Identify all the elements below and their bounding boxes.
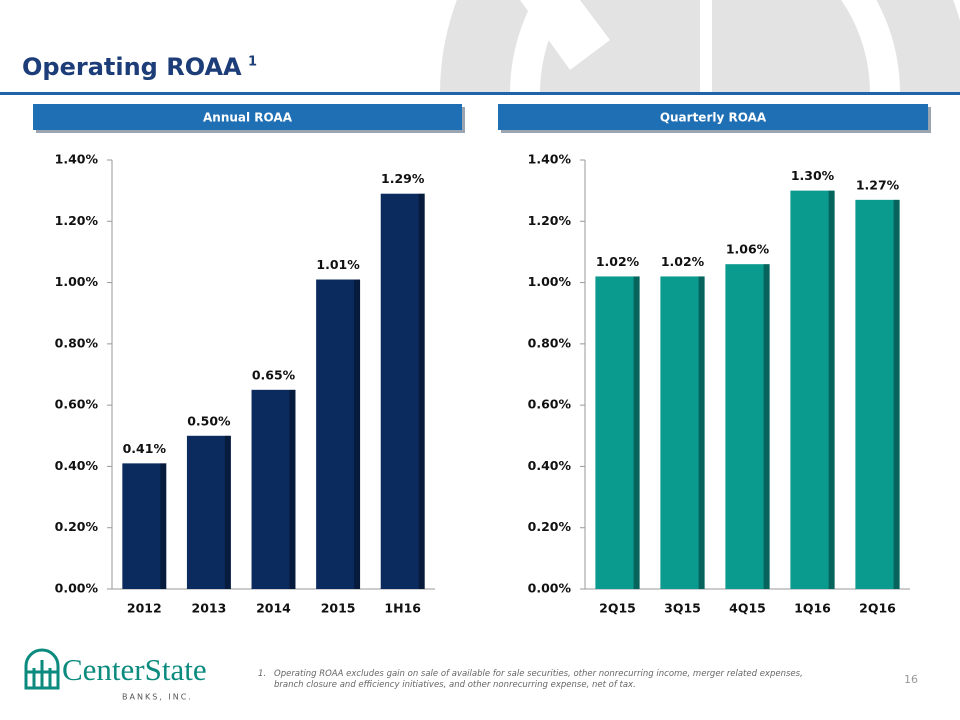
value-label: 1.29% bbox=[381, 171, 425, 186]
bar-shade bbox=[160, 463, 167, 589]
bar bbox=[316, 279, 361, 589]
y-tick-label: 0.20% bbox=[528, 519, 572, 534]
y-tick-label: 0.80% bbox=[528, 335, 572, 350]
panel-title: Annual ROAA bbox=[203, 111, 293, 125]
x-tick-label: 4Q15 bbox=[729, 601, 766, 616]
footnote-number: 1. bbox=[258, 669, 267, 679]
value-label: 1.02% bbox=[661, 254, 705, 269]
logo-name: CenterState bbox=[62, 652, 207, 687]
panel-header bbox=[498, 104, 928, 130]
bar bbox=[380, 193, 425, 589]
y-tick-label: 1.40% bbox=[528, 152, 572, 167]
value-label: 0.50% bbox=[187, 413, 231, 428]
y-tick-label: 1.00% bbox=[55, 274, 99, 289]
bar-shade bbox=[763, 264, 770, 589]
bar bbox=[725, 264, 770, 589]
x-tick-label: 2Q16 bbox=[859, 601, 896, 616]
value-label: 1.30% bbox=[791, 168, 835, 183]
title-rule bbox=[0, 92, 960, 95]
y-tick-label: 0.40% bbox=[55, 458, 99, 473]
y-tick-label: 0.40% bbox=[528, 458, 572, 473]
panel-title: Quarterly ROAA bbox=[660, 111, 767, 125]
y-tick-label: 0.60% bbox=[528, 397, 572, 412]
bar-shade bbox=[224, 435, 231, 589]
y-tick-label: 0.20% bbox=[55, 519, 99, 534]
title-note: 1 bbox=[248, 55, 257, 70]
x-tick-label: 2013 bbox=[192, 601, 227, 616]
x-tick-label: 3Q15 bbox=[664, 601, 701, 616]
value-label: 1.01% bbox=[316, 257, 360, 272]
bar bbox=[251, 389, 296, 589]
value-label: 1.27% bbox=[856, 177, 900, 192]
x-tick-label: 2015 bbox=[321, 601, 356, 616]
page-number: 16 bbox=[904, 673, 918, 686]
value-label: 0.65% bbox=[252, 367, 296, 382]
y-tick-label: 0.60% bbox=[55, 397, 99, 412]
y-tick-label: 0.00% bbox=[528, 581, 572, 596]
bar bbox=[122, 463, 167, 589]
y-tick-label: 1.40% bbox=[55, 152, 99, 167]
value-label: 0.41% bbox=[123, 441, 167, 456]
bar bbox=[186, 435, 231, 589]
bar-shade bbox=[698, 276, 705, 589]
bar bbox=[660, 276, 705, 589]
y-tick-label: 0.00% bbox=[55, 581, 99, 596]
bar-shade bbox=[354, 279, 361, 589]
logo-icon bbox=[24, 648, 60, 690]
bar-shade bbox=[893, 199, 900, 590]
bar bbox=[855, 199, 900, 590]
logo-subtitle: BANKS, INC. bbox=[122, 693, 193, 702]
bar-shade bbox=[828, 190, 835, 589]
bar bbox=[790, 190, 835, 589]
panel-header bbox=[33, 104, 462, 130]
bar-shade bbox=[289, 389, 296, 589]
bar bbox=[595, 276, 640, 589]
value-label: 1.02% bbox=[596, 254, 640, 269]
x-tick-label: 2Q15 bbox=[599, 601, 636, 616]
y-tick-label: 1.00% bbox=[528, 274, 572, 289]
x-tick-label: 2012 bbox=[127, 601, 162, 616]
bar-shade bbox=[633, 276, 640, 589]
footnote-text: Operating ROAA excludes gain on sale of … bbox=[274, 669, 803, 690]
y-tick-label: 1.20% bbox=[55, 213, 99, 228]
x-tick-label: 1H16 bbox=[384, 601, 421, 616]
footnote: 1. Operating ROAA excludes gain on sale … bbox=[258, 669, 818, 691]
background-decoration bbox=[440, 0, 960, 93]
y-tick-label: 0.80% bbox=[55, 335, 99, 350]
slide-title: Operating ROAA bbox=[22, 53, 242, 81]
x-tick-label: 2014 bbox=[256, 601, 291, 616]
bar-shade bbox=[418, 193, 425, 589]
y-tick-label: 1.20% bbox=[528, 213, 572, 228]
x-tick-label: 1Q16 bbox=[794, 601, 831, 616]
value-label: 1.06% bbox=[726, 242, 770, 257]
